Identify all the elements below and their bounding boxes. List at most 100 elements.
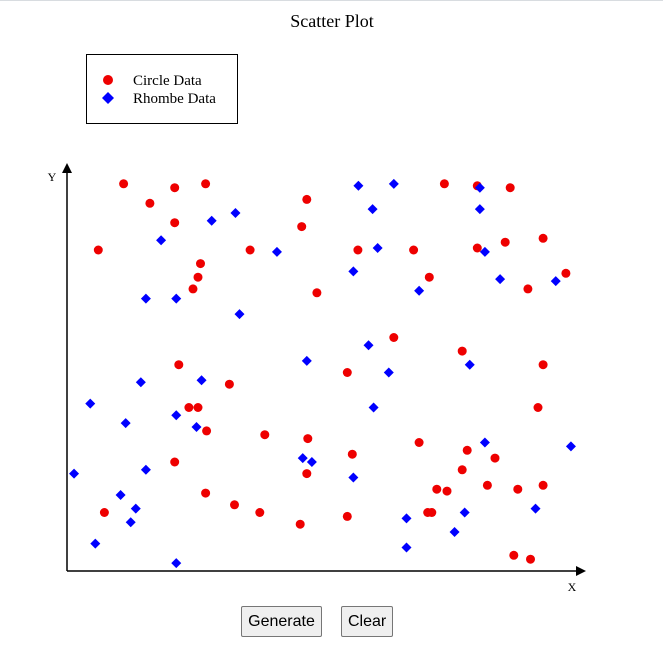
rhombe-point (271, 246, 282, 257)
circle-point (442, 486, 452, 496)
circle-point (312, 288, 322, 298)
circle-point (347, 449, 357, 459)
axes: X Y (48, 163, 586, 594)
circle-point (193, 403, 203, 412)
rhombe-point (234, 309, 245, 320)
rhombe-point (135, 377, 146, 388)
rhombe-point (401, 513, 412, 524)
circle-point (297, 222, 307, 232)
legend-box (86, 54, 238, 124)
circle-point (500, 237, 510, 247)
rhombe-point (297, 453, 308, 464)
rhombe-point (348, 266, 359, 277)
circle-point (538, 480, 548, 490)
rhombe-point (85, 398, 96, 409)
x-axis-arrow (576, 566, 586, 576)
rhombe-point (140, 293, 151, 304)
rhombe-point (368, 402, 379, 413)
circle-point (538, 360, 548, 370)
circle-point (230, 500, 239, 510)
circle-point (523, 284, 533, 294)
circle-point (303, 434, 313, 444)
circle-point (462, 445, 472, 455)
rhombe-point (191, 421, 202, 432)
circle-point (93, 245, 103, 255)
rhombe-point (363, 340, 374, 351)
legend-marker-diamond (102, 92, 114, 104)
rhombe-point (474, 204, 485, 215)
data-points (69, 178, 576, 569)
rhombe-point (530, 503, 541, 514)
circle-point (201, 488, 211, 498)
rhombe-point (115, 490, 126, 501)
circle-point (353, 245, 363, 255)
rhombe-point (171, 293, 182, 304)
rhombe-point (383, 367, 394, 378)
circle-point (538, 233, 548, 243)
rhombe-point (306, 456, 317, 467)
legend-marker-circle (103, 75, 113, 85)
rhombe-point (130, 503, 141, 514)
circle-point (513, 484, 523, 494)
rhombe-point (125, 517, 136, 528)
rhombe-point (206, 215, 217, 226)
rhombe-point (367, 204, 378, 215)
circle-point (255, 508, 265, 517)
x-axis-label: X (568, 580, 577, 594)
rhombe-point (171, 558, 182, 569)
rhombe-point (69, 468, 80, 479)
circle-point (414, 438, 424, 447)
circle-point (302, 194, 312, 204)
circle-point (409, 245, 419, 255)
rhombe-point (196, 375, 207, 386)
circle-point (342, 511, 352, 521)
circle-point (145, 198, 155, 208)
clear-button[interactable]: Clear (341, 606, 393, 637)
rhombe-point (353, 180, 364, 191)
chart-title: Scatter Plot (290, 11, 374, 31)
circle-point (193, 272, 203, 282)
rhombe-point (479, 437, 490, 448)
circle-point (432, 484, 442, 494)
rhombe-point (495, 274, 506, 285)
circle-point (119, 179, 129, 189)
rhombe-point (464, 359, 475, 370)
rhombe-point (171, 410, 182, 421)
legend-label-circle: Circle Data (133, 73, 202, 89)
circle-point (389, 333, 399, 342)
rhombe-point (140, 464, 151, 475)
circle-point (424, 272, 434, 282)
circle-point (457, 346, 467, 356)
circle-point (170, 457, 180, 467)
top-border (0, 0, 663, 1)
rhombe-point (550, 276, 561, 287)
circle-point (202, 426, 212, 436)
rhombe-point (348, 472, 359, 483)
rhombe-point (414, 285, 425, 296)
legend-label-rhombe: Rhombe Data (133, 91, 216, 107)
circle-point (505, 183, 515, 193)
circle-point (170, 218, 180, 228)
circle-point (188, 284, 198, 294)
circle-point (99, 508, 109, 517)
rhombe-point (401, 542, 412, 553)
circle-point (196, 259, 205, 269)
rhombe-point (120, 418, 131, 429)
rhombe-point (565, 441, 576, 452)
rhombe-point (372, 243, 383, 254)
rhombe-point (388, 178, 399, 189)
generate-button[interactable]: Generate (241, 606, 322, 637)
circle-point (561, 268, 571, 278)
circle-point (201, 179, 211, 189)
rhombe-point (230, 208, 241, 219)
circle-point (170, 183, 180, 193)
y-axis-label: Y (48, 170, 57, 184)
circle-point (457, 465, 467, 475)
rhombe-point (156, 235, 167, 246)
circle-point (482, 480, 492, 490)
circle-point (245, 245, 255, 255)
circle-point (184, 403, 194, 412)
circle-point (295, 519, 305, 529)
rhombe-point (449, 526, 460, 537)
circle-point (526, 554, 535, 564)
